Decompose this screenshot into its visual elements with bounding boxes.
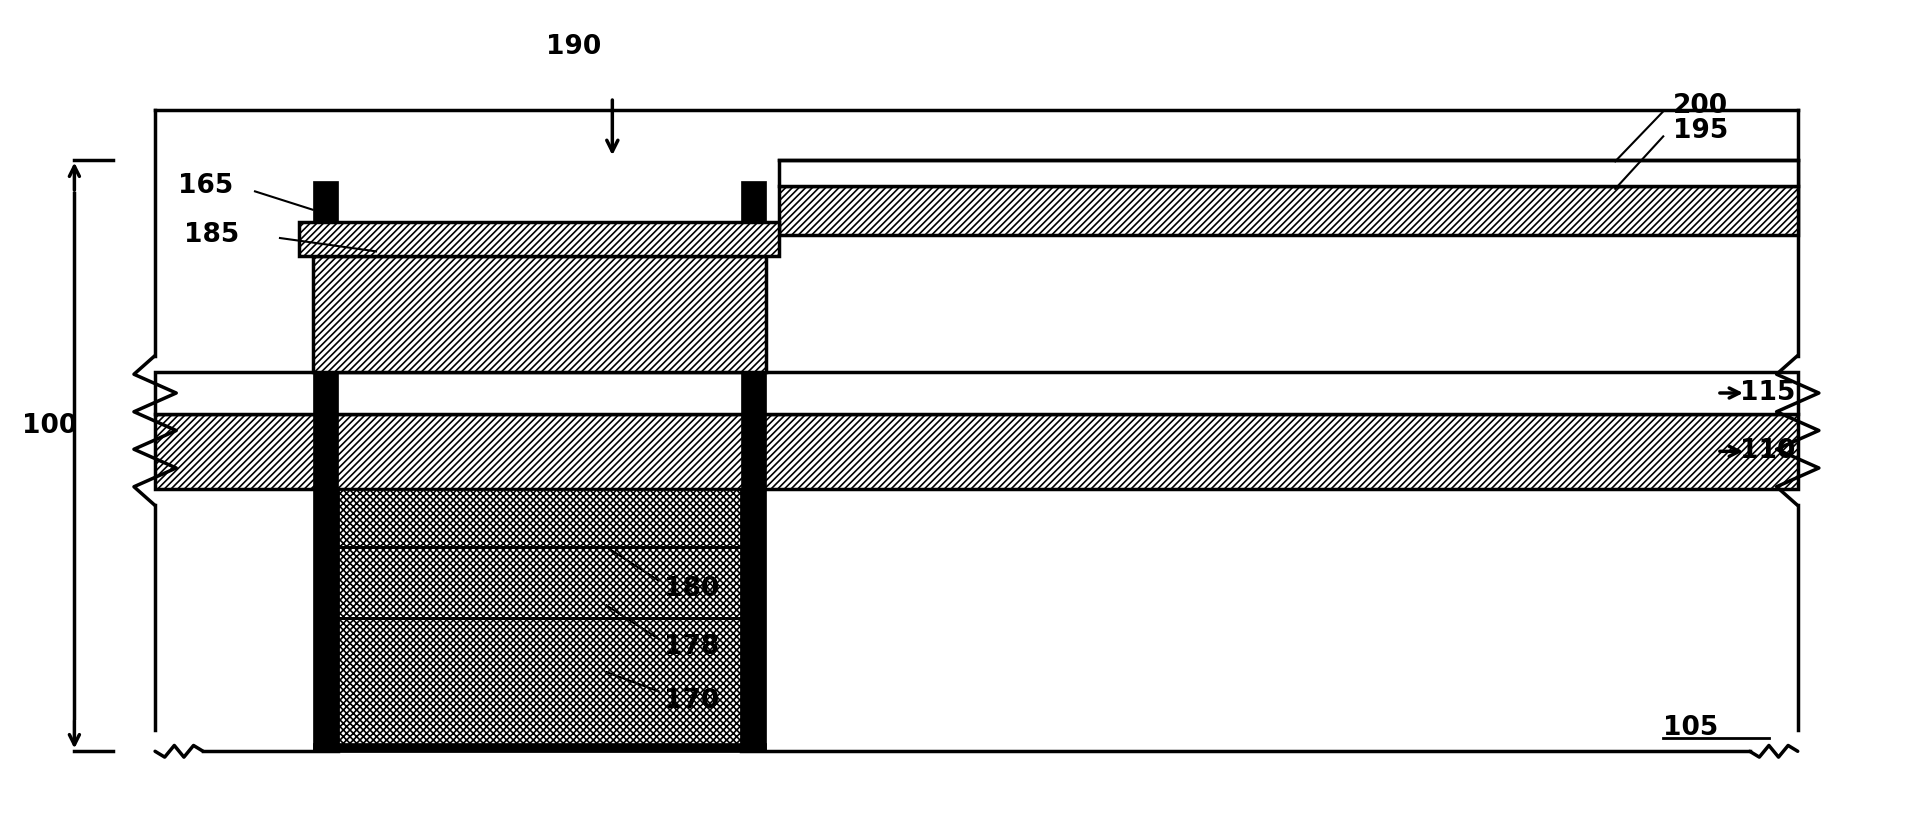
Bar: [156, 414, 1796, 489]
Bar: [779, 186, 1796, 235]
Text: 195: 195: [1671, 118, 1727, 144]
Text: 190: 190: [546, 34, 602, 60]
Bar: [312, 181, 337, 752]
Bar: [298, 222, 779, 256]
Bar: [337, 489, 740, 547]
Bar: [312, 742, 765, 752]
Bar: [337, 618, 740, 752]
Text: 110: 110: [1738, 438, 1794, 464]
Text: 178: 178: [663, 635, 719, 660]
Text: 180: 180: [663, 576, 719, 602]
Bar: [337, 547, 740, 618]
Text: 100: 100: [21, 413, 77, 440]
Text: 115: 115: [1738, 380, 1794, 406]
Text: 170: 170: [663, 688, 719, 714]
Text: 105: 105: [1661, 715, 1717, 741]
Text: 165: 165: [179, 173, 233, 199]
Text: 200: 200: [1671, 93, 1727, 119]
Bar: [312, 256, 765, 372]
Bar: [779, 160, 1796, 186]
Bar: [740, 181, 765, 752]
Bar: [156, 372, 1796, 414]
Text: 185: 185: [185, 222, 238, 247]
